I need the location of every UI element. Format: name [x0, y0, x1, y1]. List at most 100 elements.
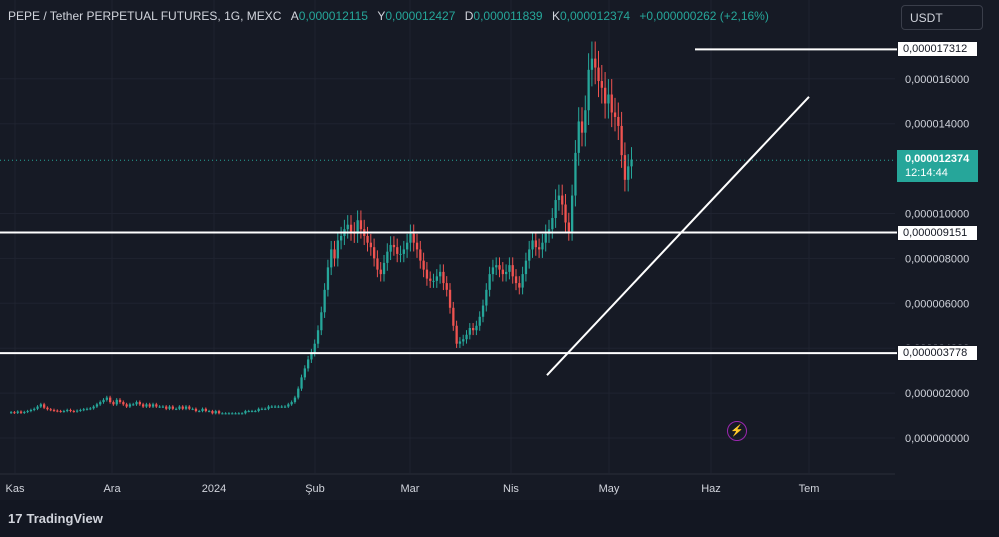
candle-body: [491, 267, 495, 275]
x-tick-label: Şub: [305, 483, 325, 495]
candle-body: [234, 413, 237, 415]
candle-body: [287, 404, 290, 407]
candle-body: [597, 67, 600, 82]
candle-body: [85, 408, 89, 410]
candle-body: [584, 110, 587, 133]
candle-body: [36, 406, 39, 409]
candle-body: [587, 69, 590, 111]
candle-body: [201, 408, 204, 412]
candle-body: [613, 112, 617, 117]
candle-body: [26, 411, 29, 413]
candle-body: [10, 412, 13, 414]
candle-body: [594, 58, 597, 68]
candle-body: [386, 251, 389, 263]
trend-line[interactable]: [546, 96, 810, 376]
candle-body: [211, 411, 214, 414]
symbol-legend: PEPE / Tether PERPETUAL FUTURES, 1G, MEX…: [8, 9, 769, 23]
candle-body: [623, 155, 627, 180]
candle-body: [43, 404, 46, 408]
candle-body: [448, 289, 452, 308]
candle-body: [89, 408, 92, 410]
candle-body: [409, 233, 412, 243]
candle-body: [326, 267, 330, 290]
x-tick-label: Nis: [503, 483, 519, 495]
candle-body: [366, 235, 369, 243]
candle-body: [217, 411, 221, 414]
candle-body: [382, 262, 386, 275]
candle-body: [528, 249, 531, 261]
candle-body: [194, 408, 198, 412]
high-key: Y: [377, 9, 386, 23]
candle-body: [115, 399, 118, 405]
open-key: A: [290, 9, 299, 23]
low-key: D: [464, 9, 474, 23]
candle-body: [402, 249, 405, 254]
candle-body: [445, 283, 448, 290]
close-value: 0,000012374: [559, 9, 631, 23]
candle-body: [316, 330, 320, 344]
candle-body: [145, 404, 148, 407]
candle-body: [524, 260, 528, 275]
candle-body: [257, 408, 260, 412]
candle-body: [557, 195, 561, 201]
x-tick-label: Tem: [799, 483, 820, 495]
candle-body: [293, 397, 297, 403]
candle-body: [264, 408, 267, 410]
candle-body: [373, 247, 376, 259]
candle-body: [564, 204, 567, 223]
candle-body: [76, 410, 79, 412]
candle-body: [79, 409, 82, 411]
currency-button[interactable]: USDT: [901, 5, 983, 30]
candle-body: [198, 411, 201, 413]
candle-body: [82, 409, 85, 411]
candle-body: [399, 253, 402, 255]
candle-body: [138, 402, 141, 405]
candle-body: [13, 412, 16, 414]
candle-body: [508, 265, 511, 272]
candle-body: [310, 352, 313, 360]
candle-body: [300, 377, 303, 389]
candle-body: [369, 242, 372, 248]
candle-body: [112, 402, 115, 405]
candle-body: [538, 247, 541, 250]
candle-body: [561, 195, 564, 205]
candle-body: [521, 274, 524, 288]
candle-body: [541, 242, 544, 250]
candle-body: [66, 409, 69, 412]
candle-body: [241, 413, 244, 415]
candle-body: [501, 269, 504, 275]
candle-body: [69, 409, 72, 412]
level-tag-mid: 0,000009151: [897, 224, 978, 241]
candle-body: [617, 116, 620, 126]
change-value: +0,000000262 (+2,16%): [639, 9, 769, 23]
candle-body: [178, 406, 181, 409]
candle-body: [128, 404, 132, 407]
candle-body: [204, 408, 207, 412]
candle-body: [224, 413, 227, 415]
candle-body: [412, 233, 415, 243]
candle-body: [254, 411, 257, 413]
candle-body: [244, 411, 247, 414]
close-key: K: [551, 9, 560, 23]
candle-body: [171, 406, 174, 409]
candle-body: [330, 249, 333, 268]
candle-body: [574, 152, 577, 196]
tradingview-logo[interactable]: 17 TradingView: [8, 511, 103, 526]
candle-body: [481, 305, 485, 317]
lightning-icon[interactable]: ⚡: [727, 421, 747, 441]
y-tick-label: 0,000002000: [905, 388, 969, 400]
y-tick-label: 0,000010000: [905, 209, 969, 221]
candle-body: [29, 409, 33, 412]
candle-body: [151, 404, 155, 407]
candle-body: [472, 327, 475, 331]
candle-body: [475, 325, 478, 331]
candle-body: [600, 81, 603, 88]
candle-body: [158, 406, 161, 408]
candle-body: [62, 411, 66, 413]
candle-body: [19, 411, 23, 413]
candle-body: [590, 58, 594, 70]
x-tick-label: May: [599, 483, 620, 495]
open-value: 0,000012115: [298, 9, 368, 23]
symbol-title[interactable]: PEPE / Tether PERPETUAL FUTURES, 1G, MEX…: [8, 9, 282, 23]
